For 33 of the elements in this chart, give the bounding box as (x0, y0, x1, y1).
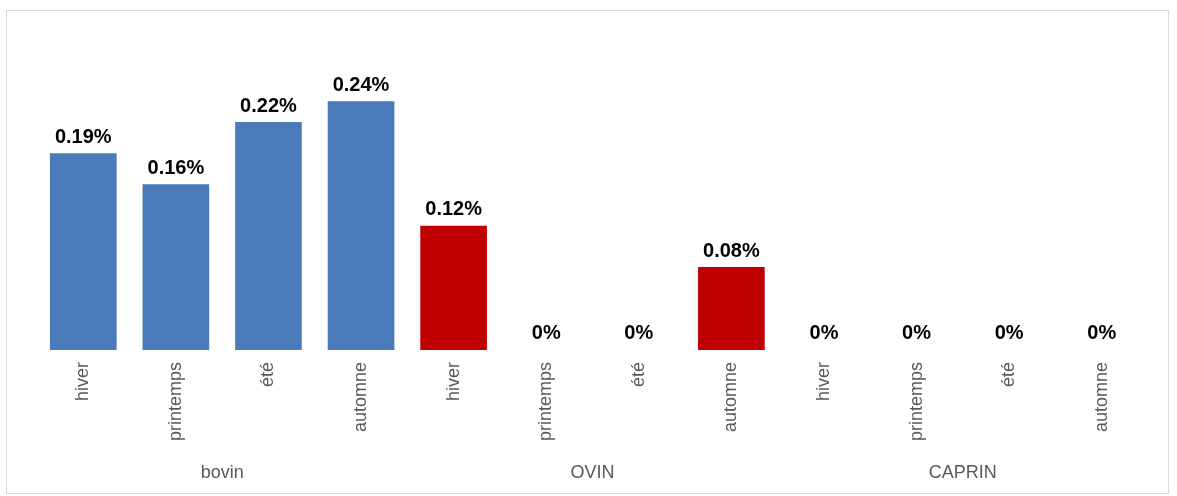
data-label: 0% (994, 321, 1024, 344)
x-tick-label: automne (350, 361, 371, 433)
text: bovin (200, 461, 244, 482)
x-tick-label: été (998, 361, 1019, 387)
data-label: 0.08% (703, 238, 760, 261)
data-label: 0% (1087, 321, 1117, 344)
text: OVIN (570, 461, 615, 482)
x-tick-label: hiver (72, 361, 93, 401)
data-label: 0.24% (332, 72, 390, 95)
data-label: 0% (902, 321, 932, 344)
x-tick-label: printemps (905, 361, 926, 441)
x-tick-label: été (627, 361, 648, 387)
bar (698, 267, 765, 350)
data-label: 0% (809, 321, 839, 344)
x-tick-label: automne (1090, 361, 1111, 433)
bar (235, 122, 302, 350)
x-tick-label: hiver (442, 361, 463, 401)
x-tick-label: printemps (164, 361, 185, 441)
text: CAPRIN (928, 461, 997, 482)
data-label: 0% (624, 321, 654, 344)
x-tick-label: été (257, 361, 278, 387)
bar (142, 184, 210, 350)
data-label: 0.22% (240, 93, 298, 116)
data-label: 0.19% (54, 124, 112, 147)
x-tick-label: hiver (812, 361, 833, 401)
x-tick-label: printemps (535, 361, 556, 441)
data-label: 0.12% (425, 197, 483, 220)
bar (49, 153, 117, 350)
data-label: 0% (531, 321, 561, 344)
bar (327, 101, 395, 350)
data-label: 0.16% (147, 155, 205, 178)
bar (420, 225, 487, 350)
x-tick-label: automne (720, 361, 741, 433)
